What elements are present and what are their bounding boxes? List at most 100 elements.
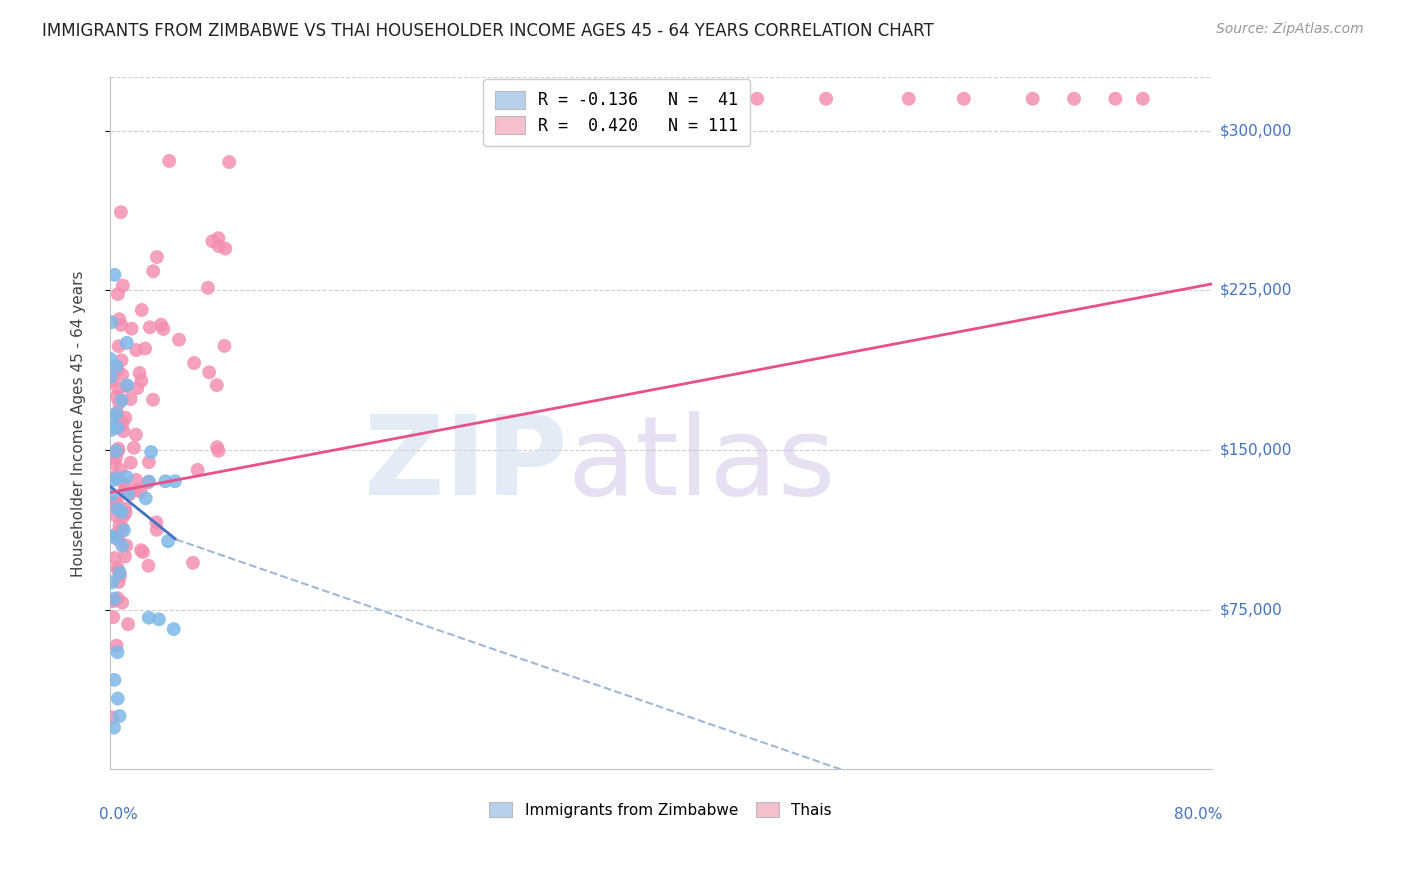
Point (105, 444, 128, 458)
Text: 0.0%: 0.0% (98, 807, 138, 822)
Point (1104, 92, 1126, 106)
Point (129, 543, 152, 558)
Text: atlas: atlas (567, 411, 835, 518)
Point (135, 491, 157, 506)
Point (111, 539, 134, 553)
Point (107, 591, 129, 606)
Point (107, 561, 129, 575)
Point (142, 392, 165, 407)
Point (131, 303, 153, 318)
Point (152, 322, 174, 336)
Point (142, 264, 165, 278)
Point (103, 721, 125, 735)
Point (108, 414, 131, 428)
Point (108, 518, 131, 533)
Point (218, 155, 240, 169)
Point (105, 639, 128, 653)
Point (1132, 92, 1154, 106)
Point (118, 487, 141, 501)
Point (198, 365, 221, 379)
Point (107, 691, 129, 706)
Text: Source: ZipAtlas.com: Source: ZipAtlas.com (1216, 22, 1364, 37)
Point (120, 456, 142, 470)
Point (105, 390, 128, 404)
Point (129, 484, 152, 499)
Point (110, 205, 132, 219)
Point (105, 420, 128, 434)
Point (115, 539, 138, 553)
Point (107, 528, 129, 542)
Point (111, 505, 134, 519)
Point (167, 333, 190, 347)
Point (108, 566, 131, 580)
Point (157, 153, 180, 168)
Legend: Immigrants from Zimbabwe, Thais: Immigrants from Zimbabwe, Thais (484, 796, 838, 824)
Point (138, 475, 160, 489)
Point (183, 356, 205, 370)
Point (120, 392, 142, 406)
Point (107, 502, 129, 516)
Point (101, 575, 124, 590)
Point (214, 339, 236, 353)
Point (1021, 92, 1043, 106)
Point (104, 508, 127, 523)
Point (138, 610, 160, 624)
Point (101, 710, 124, 724)
Point (145, 516, 167, 530)
Point (122, 441, 145, 455)
Point (100, 369, 122, 384)
Point (112, 509, 135, 524)
Point (117, 486, 139, 500)
Point (112, 476, 135, 491)
Point (98, 529, 121, 543)
Point (163, 622, 186, 636)
Point (115, 470, 138, 484)
Point (111, 278, 134, 293)
Point (139, 320, 162, 334)
Point (101, 374, 124, 388)
Point (100, 446, 122, 460)
Point (125, 473, 148, 487)
Point (125, 483, 148, 497)
Point (112, 424, 135, 438)
Point (115, 378, 138, 392)
Point (111, 393, 134, 408)
Point (138, 558, 160, 573)
Text: $150,000: $150,000 (1220, 442, 1292, 458)
Point (100, 423, 122, 437)
Point (114, 502, 136, 516)
Point (107, 501, 129, 516)
Point (205, 440, 228, 454)
Point (108, 709, 131, 723)
Point (105, 359, 128, 374)
Point (678, 92, 700, 106)
Point (148, 612, 170, 626)
Point (114, 549, 136, 564)
Point (150, 318, 173, 332)
Point (145, 523, 167, 537)
Point (146, 250, 169, 264)
Point (103, 673, 125, 687)
Text: IMMIGRANTS FROM ZIMBABWE VS THAI HOUSEHOLDER INCOME AGES 45 - 64 YEARS CORRELATI: IMMIGRANTS FROM ZIMBABWE VS THAI HOUSEHO… (42, 22, 934, 40)
Point (131, 374, 153, 388)
Point (121, 321, 143, 335)
Point (104, 451, 127, 466)
Point (127, 381, 149, 395)
Point (110, 417, 132, 432)
Point (115, 335, 138, 350)
Point (100, 315, 122, 329)
Point (110, 463, 132, 477)
Point (105, 527, 128, 541)
Point (107, 382, 129, 396)
Point (107, 442, 129, 456)
Point (108, 574, 131, 589)
Point (111, 416, 134, 430)
Point (747, 92, 769, 106)
Point (107, 443, 129, 458)
Y-axis label: Householder Income Ages 45 - 64 years: Householder Income Ages 45 - 64 years (72, 270, 86, 576)
Point (815, 92, 838, 106)
Point (897, 92, 920, 106)
Point (136, 475, 159, 490)
Point (117, 617, 139, 632)
Point (1063, 92, 1085, 106)
